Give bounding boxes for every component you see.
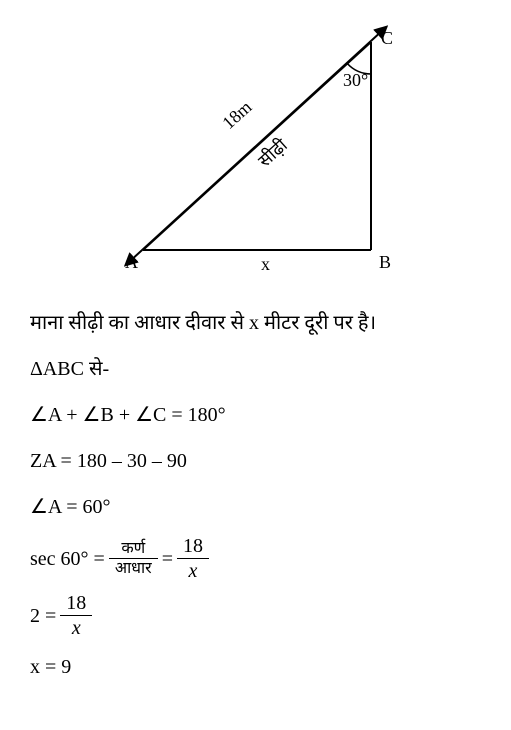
result-line: x = 9 <box>30 648 481 686</box>
line-2: ΔABC से- <box>30 350 481 388</box>
triangle-diagram: A B Cx 30° 18mसीढ़ी <box>30 20 481 280</box>
svg-text:30°: 30° <box>343 70 368 90</box>
frac3-num: 18 <box>60 591 92 616</box>
frac1-den: आधार <box>109 559 158 578</box>
svg-text:सीढ़ी: सीढ़ी <box>253 134 291 171</box>
frac1-num: कर्ण <box>109 539 158 559</box>
svg-text:C: C <box>381 28 393 48</box>
frac-18-x-b: 18 x <box>60 591 92 640</box>
svg-text:B: B <box>379 252 391 272</box>
two-eq-line: 2 = 18 x <box>30 591 481 640</box>
frac-karna-aadhar: कर्ण आधार <box>109 539 158 578</box>
svg-text:A: A <box>125 252 138 272</box>
sec-label: sec 60° = <box>30 540 105 578</box>
line-5: ∠A = 60° <box>30 488 481 526</box>
svg-text:x: x <box>261 254 270 274</box>
line-4: ZA = 180 – 30 – 90 <box>30 442 481 480</box>
line-3: ∠A + ∠B + ∠C = 180° <box>30 396 481 434</box>
equals-1: = <box>162 540 173 578</box>
solution-text: माना सीढ़ी का आधार दीवार से x मीटर दूरी … <box>30 304 481 686</box>
frac3-den: x <box>60 616 92 640</box>
two-equals: 2 = <box>30 597 56 635</box>
frac-18-x-a: 18 x <box>177 534 209 583</box>
svg-text:18m: 18m <box>218 97 255 133</box>
frac2-den: x <box>177 559 209 583</box>
triangle-svg: A B Cx 30° 18mसीढ़ी <box>111 20 401 280</box>
frac2-num: 18 <box>177 534 209 559</box>
line-1: माना सीढ़ी का आधार दीवार से x मीटर दूरी … <box>30 304 481 342</box>
sec-equation: sec 60° = कर्ण आधार = 18 x <box>30 534 481 583</box>
